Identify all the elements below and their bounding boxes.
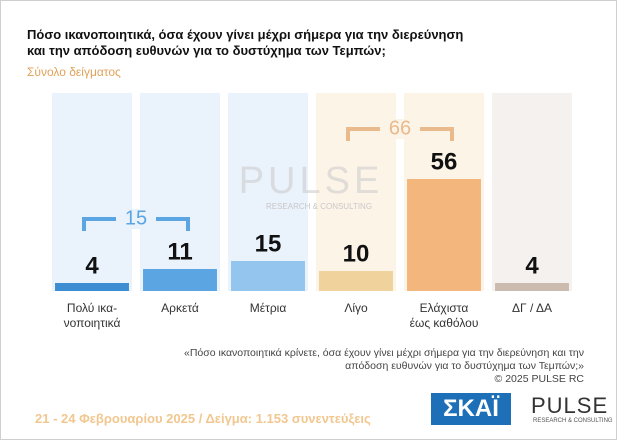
value-label: 4: [525, 252, 539, 279]
logo-pulse: PULSE: [531, 393, 609, 418]
logo-pulse-sub: RESEARCH & CONSULTING: [533, 418, 613, 424]
subtitle: Σύνολο δείγματος: [27, 65, 121, 79]
group-total: 66: [389, 117, 411, 139]
column-background: [228, 93, 308, 291]
logo-skai: ΣΚΑΪ: [431, 393, 511, 425]
bar: [55, 283, 129, 291]
column-background: [52, 93, 132, 291]
category-label: Αρκετά: [161, 301, 199, 315]
question-note: «Πόσο ικανοποιητικά κρίνετε, όσα έχουν γ…: [183, 347, 584, 372]
watermark: PULSE: [239, 160, 384, 202]
bar: [319, 271, 393, 291]
value-label: 56: [431, 148, 458, 175]
column-background: [492, 93, 572, 291]
value-label: 11: [167, 238, 192, 265]
category-label: Πολύ ικα- νοποιητικά: [63, 301, 121, 330]
group-total: 15: [125, 207, 147, 229]
watermark-sub: RESEARCH & CONSULTING: [266, 202, 372, 211]
group-label-bg: [116, 209, 156, 229]
bar: [495, 283, 569, 291]
bar: [143, 269, 217, 291]
copyright: © 2025 PULSE RC: [494, 373, 584, 385]
category-label: Ελάχιστα έως καθόλου: [409, 301, 479, 330]
value-label: 15: [255, 230, 282, 257]
category-label: ΔΓ / ΔΑ: [512, 301, 552, 315]
column-background: [140, 93, 220, 291]
group-label-bg: [380, 119, 420, 139]
bar: [407, 179, 481, 291]
category-label: Μέτρια: [249, 301, 287, 315]
fieldwork: 21 - 24 Φεβρουαρίου 2025 / Δείγμα: 1.153…: [35, 411, 371, 426]
value-label: 4: [85, 252, 99, 279]
bar: [231, 261, 305, 291]
title: Πόσο ικανοποιητικά, όσα έχουν γίνει μέχρ…: [27, 27, 464, 58]
category-label: Λίγο: [344, 301, 368, 315]
value-label: 10: [343, 240, 370, 267]
